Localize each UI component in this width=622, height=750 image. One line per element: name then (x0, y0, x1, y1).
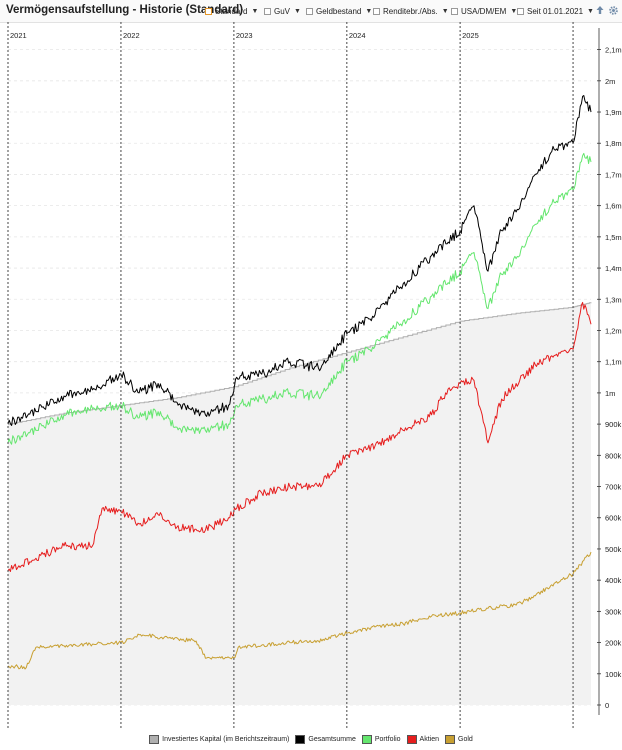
y-tick-label: 1,9m (605, 108, 622, 117)
chevron-down-icon[interactable]: ▼ (251, 7, 259, 15)
series-line-aktien (7, 301, 592, 572)
y-tick-label: 300k (605, 607, 622, 616)
year-marker-label: 2021 (10, 31, 27, 40)
chevron-down-icon[interactable]: ▼ (365, 7, 373, 15)
checkbox-icon[interactable] (517, 7, 524, 15)
toolbar: Vermögensaufstellung - Historie (Standar… (0, 0, 622, 23)
legend-swatch (295, 734, 306, 744)
chevron-down-icon[interactable]: ▼ (587, 7, 594, 15)
y-tick-label: 600k (605, 514, 622, 523)
legend-label: Gold (458, 735, 473, 743)
view-standard-dropdown[interactable]: Standard ▼ (205, 5, 258, 17)
y-tick-label: 800k (605, 451, 622, 460)
y-tick-label: 0 (605, 701, 609, 710)
year-marker-label: 2023 (236, 31, 253, 40)
y-tick-label: 1m (605, 389, 615, 398)
legend-swatch (406, 734, 417, 744)
y-tick-label: 900k (605, 420, 622, 429)
legend-item[interactable]: Aktien (406, 734, 440, 744)
legend-item[interactable]: Gold (445, 734, 473, 744)
y-axis: 0 100k 200k 300k 400k 500k 600k 700k 800k 900k 1m 1… (597, 28, 622, 715)
y-tick-label: 1,1m (605, 358, 622, 367)
checkbox-icon[interactable] (373, 7, 380, 15)
export-icon[interactable] (594, 4, 606, 16)
view-geldbestand-label: Geldbestand (316, 6, 362, 16)
view-standard-label: Standard (215, 6, 248, 16)
y-tick-label: 1,4m (605, 264, 622, 273)
series-area-invested (8, 302, 591, 705)
view-guv-label: GuV (274, 6, 291, 16)
view-usa-dm-em-label: USA/DM/EM (461, 6, 507, 16)
view-guv-dropdown[interactable]: GuV ▼ (264, 5, 301, 17)
view-geldbestand-dropdown[interactable]: Geldbestand ▼ (306, 5, 372, 17)
legend-label: Gesamtsumme (308, 735, 356, 743)
checkbox-icon[interactable] (205, 7, 212, 15)
legend-label: Investiertes Kapital (im Berichtszeitrau… (162, 735, 290, 743)
gear-icon[interactable] (607, 4, 619, 16)
year-marker-label: 2024 (349, 31, 366, 40)
chevron-down-icon[interactable]: ▼ (510, 7, 518, 15)
chevron-down-icon[interactable]: ▼ (441, 7, 449, 15)
y-tick-label: 1,6m (605, 202, 622, 211)
legend-item[interactable]: Gesamtsumme (295, 734, 356, 744)
legend-swatch (445, 734, 456, 744)
period-label: Seit 01.01.2021 (527, 6, 584, 16)
y-tick-label: 1,5m (605, 233, 622, 242)
y-tick-label: 1,3m (605, 295, 622, 304)
y-tick-label: 2m (605, 77, 615, 86)
checkbox-icon[interactable] (264, 7, 271, 15)
year-marker-label: 2025 (462, 31, 479, 40)
series-line-portfolio (7, 152, 592, 445)
chevron-down-icon[interactable]: ▼ (294, 7, 301, 15)
legend-swatch (149, 734, 160, 744)
y-tick-label: 1,2m (605, 326, 622, 335)
legend-label: Aktien (419, 735, 440, 743)
y-tick-label: 200k (605, 639, 622, 648)
year-markers: 2021 2022 2023 2024 2025 (7, 22, 574, 728)
period-dropdown[interactable]: Seit 01.01.2021 ▼ (517, 5, 594, 17)
legend-item[interactable]: Investiertes Kapital (im Berichtszeitrau… (149, 734, 290, 744)
y-tick-label: 100k (605, 670, 622, 679)
checkbox-icon[interactable] (306, 7, 313, 15)
series-line-invested (8, 302, 592, 425)
legend-swatch (361, 734, 372, 744)
chart-title: Vermögensaufstellung - Historie (Standar… (6, 4, 244, 16)
series-line-gold (7, 551, 592, 670)
y-tick-label: 400k (605, 576, 622, 585)
y-tick-label: 1,7m (605, 170, 622, 179)
chart-area: 2021 2022 2023 2024 2025 0 100k 200k 300k 400k 50… (7, 22, 622, 728)
legend-label: Portfolio (374, 735, 401, 743)
y-tick-label: 1,8m (605, 139, 622, 148)
year-marker-label: 2022 (123, 31, 140, 40)
series-layer (7, 95, 592, 705)
y-tick-label: 2,1m (605, 46, 622, 55)
view-rendite-label: Renditebr./Abs. (383, 6, 438, 16)
checkbox-icon[interactable] (451, 7, 458, 15)
y-tick-label: 500k (605, 545, 622, 554)
view-usa-dm-em-dropdown[interactable]: USA/DM/EM ▼ (451, 5, 517, 17)
view-rendite-dropdown[interactable]: Renditebr./Abs. ▼ (373, 5, 449, 17)
legend-item[interactable]: Portfolio (361, 734, 401, 744)
legend: Investiertes Kapital (im Berichtszeitrau… (0, 732, 622, 746)
series-line-gesamtsumme (7, 95, 592, 426)
y-tick-label: 700k (605, 483, 622, 492)
